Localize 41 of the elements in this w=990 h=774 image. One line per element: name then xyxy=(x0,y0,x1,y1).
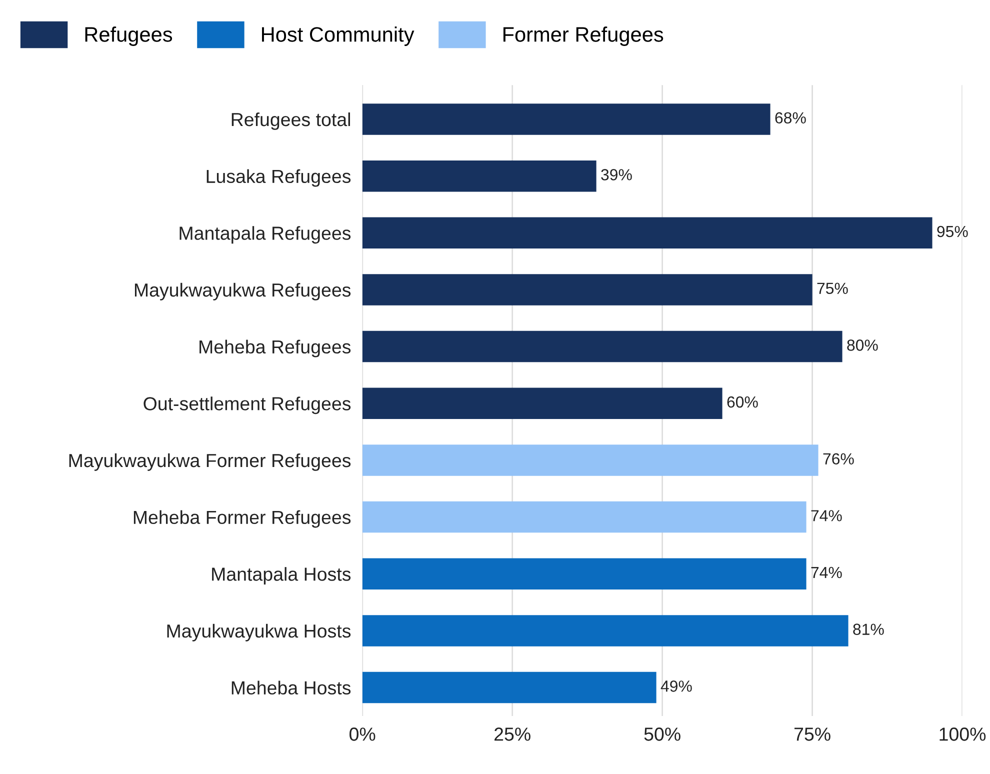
bar xyxy=(362,160,596,192)
data-label: 74% xyxy=(811,566,842,578)
legend-label: Refugees xyxy=(85,26,172,46)
data-label: 49% xyxy=(660,680,692,692)
data-label: 76% xyxy=(823,453,854,465)
bar xyxy=(362,388,722,420)
bar xyxy=(362,615,848,646)
bar xyxy=(362,274,812,306)
y-tick-label: Mantapala Refugees xyxy=(180,226,351,244)
data-label: 80% xyxy=(847,340,878,351)
data-label: 81% xyxy=(853,624,884,635)
y-tick-label: Lusaka Refugees xyxy=(206,169,351,187)
bar xyxy=(362,330,842,362)
y-tick-label: Mayukwayukwa Former Refugees xyxy=(69,453,351,471)
y-tick-label: Mayukwayukwa Hosts xyxy=(167,624,351,642)
data-label: 68% xyxy=(775,112,806,124)
bar xyxy=(362,672,656,704)
y-tick-label: Meheba Hosts xyxy=(232,680,351,695)
y-tick-label: Out-settlement Refugees xyxy=(144,396,351,414)
x-tick-label: 75% xyxy=(794,728,830,741)
y-tick-label: Mantapala Hosts xyxy=(212,567,351,585)
data-label: 60% xyxy=(727,396,758,408)
x-tick-label: 50% xyxy=(644,728,680,741)
bar xyxy=(362,501,806,533)
bar xyxy=(362,104,770,135)
y-tick-label: Meheba Refugees xyxy=(200,340,351,358)
bar xyxy=(362,558,806,590)
y-tick-label: Mayukwayukwa Refugees xyxy=(134,282,351,300)
bar xyxy=(362,217,932,249)
legend-label: Former Refugees xyxy=(503,26,664,46)
data-label: 75% xyxy=(817,282,848,294)
x-tick-label: 100% xyxy=(940,728,986,741)
data-label: 39% xyxy=(601,169,632,180)
x-tick-label: 0% xyxy=(350,728,376,741)
y-tick-label: Refugees total xyxy=(232,112,350,130)
data-label: 74% xyxy=(811,510,842,522)
y-tick-label: Meheba Former Refugees xyxy=(134,510,351,528)
data-label: 95% xyxy=(937,226,968,238)
x-tick-label: 25% xyxy=(494,728,530,741)
legend-label: Host Community xyxy=(262,26,414,46)
bar xyxy=(362,444,818,476)
